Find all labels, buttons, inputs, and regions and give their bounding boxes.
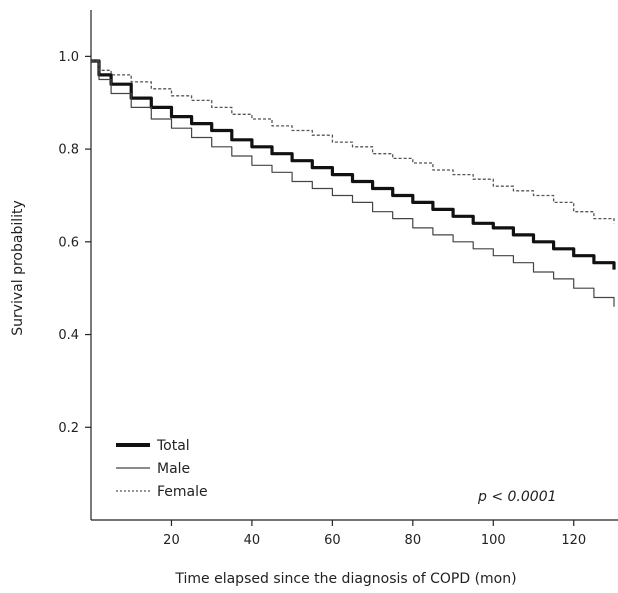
x-tick-label: 80 [405, 533, 422, 548]
x-tick-label: 100 [481, 533, 506, 548]
x-tick-label: 40 [244, 533, 261, 548]
p-value-annotation: p < 0.0001 [477, 489, 557, 505]
legend-label-male: Male [157, 461, 190, 477]
y-axis-title: Survival probability [10, 200, 26, 336]
axes [90, 10, 618, 521]
x-tick-label: 120 [561, 533, 586, 548]
x-tick-label: 60 [324, 533, 341, 548]
y-tick-label: 0.8 [58, 143, 79, 158]
y-ticks: 0.2 0.4 0.6 0.8 1.0 [58, 50, 91, 436]
legend: Total Male Female [116, 438, 208, 500]
legend-label-total: Total [156, 438, 190, 454]
series-line-male [91, 60, 615, 307]
series-line-total [91, 59, 616, 270]
x-ticks: 20 40 60 80 100 120 [163, 520, 586, 548]
x-axis-title: Time elapsed since the diagnosis of COPD… [174, 571, 516, 587]
y-tick-label: 1.0 [58, 50, 79, 65]
series-line-female [91, 60, 615, 224]
y-tick-label: 0.2 [58, 421, 79, 436]
x-tick-label: 20 [163, 533, 180, 548]
legend-label-female: Female [157, 484, 208, 500]
y-tick-label: 0.4 [58, 328, 79, 343]
y-tick-label: 0.6 [58, 235, 79, 250]
series-lines [91, 59, 616, 307]
